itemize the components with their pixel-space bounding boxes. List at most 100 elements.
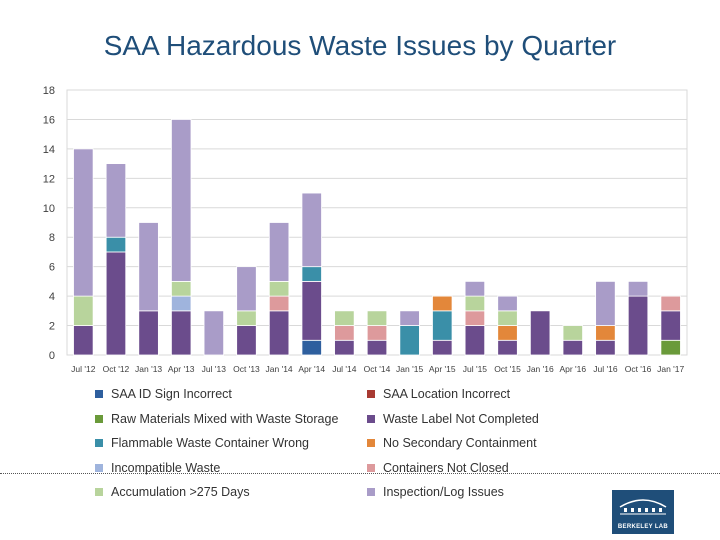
- bar-segment: [464, 310, 486, 326]
- legend-swatch: [367, 414, 375, 423]
- x-tick-label: Jan '13: [135, 364, 162, 374]
- bar-segment: [366, 325, 388, 341]
- bar-segment: [660, 339, 681, 356]
- legend-label: Inspection/Log Issues: [383, 485, 504, 499]
- bar-segment: [301, 280, 322, 341]
- bar-segment: [366, 310, 388, 326]
- y-tick-label: 14: [43, 144, 55, 156]
- bar-segment: [236, 266, 257, 312]
- bar-segment: [627, 280, 649, 297]
- bar-segment: [432, 310, 453, 341]
- legend-swatch: [95, 390, 103, 398]
- x-tick-label: Apr '15: [429, 364, 456, 374]
- x-tick-label: Oct '16: [625, 364, 652, 374]
- legend-label: SAA ID Sign Incorrect: [111, 387, 232, 401]
- x-tick-label: Jul '14: [332, 364, 357, 374]
- legend-label: SAA Location Incorrect: [383, 387, 511, 401]
- bar-segment: [301, 192, 322, 268]
- legend-item: Waste Label Not Completed: [367, 410, 539, 428]
- y-tick-label: 2: [49, 321, 55, 333]
- legend-label: Flammable Waste Container Wrong: [111, 436, 309, 450]
- legend-item: Inspection/Log Issues: [367, 483, 504, 501]
- bar-segment: [268, 222, 290, 282]
- y-tick-label: 10: [43, 203, 55, 215]
- bar-segment: [432, 339, 453, 356]
- bar-segment: [595, 325, 616, 341]
- bar-segment: [464, 280, 486, 297]
- bar-segment: [73, 148, 94, 297]
- bar-segment: [595, 339, 616, 356]
- bar-segment: [595, 280, 616, 326]
- legend-item: No Secondary Containment: [367, 434, 537, 452]
- y-tick-label: 16: [43, 114, 55, 126]
- legend-swatch: [367, 390, 375, 398]
- x-tick-label: Oct '15: [494, 364, 521, 374]
- legend-item: Flammable Waste Container Wrong: [95, 434, 309, 452]
- bar-segment: [366, 339, 388, 356]
- bar-segment: [268, 295, 290, 312]
- x-tick-label: Jan '15: [396, 364, 423, 374]
- legend-label: Waste Label Not Completed: [383, 411, 539, 426]
- y-tick-label: 18: [43, 85, 55, 97]
- bar-segment: [171, 119, 192, 282]
- bar-segment: [171, 295, 192, 312]
- bar-segment: [464, 325, 486, 356]
- legend-swatch: [95, 439, 103, 447]
- legend-item: Raw Materials Mixed with Waste Storage: [95, 410, 338, 428]
- bar-segment: [105, 236, 127, 253]
- lab-building-icon: [619, 499, 667, 515]
- bar-segment: [236, 310, 257, 326]
- legend-item: SAA Location Incorrect: [367, 385, 510, 403]
- legend-swatch: [367, 439, 375, 447]
- bar-segment: [497, 339, 518, 356]
- y-tick-label: 6: [49, 262, 55, 274]
- bar-segment: [236, 325, 257, 356]
- chart-area: 0 2 4 6 8 10 12 14 16 18 Jul '12 Oct '12 Jan '13 Apr …: [20, 80, 700, 480]
- bar-segment: [562, 325, 583, 341]
- bar-segment: [171, 310, 192, 356]
- y-tick-label: 0: [49, 350, 55, 362]
- stacked-bar-chart: 0 2 4 6 8 10 12 14 16 18 Jul '12 Oct '12 Jan '13 Apr …: [43, 85, 688, 374]
- bar-segment: [73, 325, 94, 356]
- x-tick-label: Oct '13: [233, 364, 260, 374]
- bar-segment: [562, 339, 583, 356]
- legend-swatch: [95, 488, 103, 496]
- bar-segment: [497, 310, 518, 326]
- x-tick-label: Jan '14: [266, 364, 293, 374]
- bar-segment: [432, 295, 453, 312]
- x-tick-label: Oct '14: [364, 364, 391, 374]
- bar-segment: [399, 310, 420, 326]
- divider: [0, 473, 720, 474]
- bar-segment: [627, 295, 649, 356]
- x-tick-label: Jul '12: [71, 364, 96, 374]
- legend-label: Raw Materials Mixed with Waste Storage: [111, 411, 339, 426]
- legend-label: Incompatible Waste: [111, 460, 221, 475]
- legend-swatch: [95, 414, 103, 423]
- x-tick-label: Oct '12: [103, 364, 130, 374]
- bar-segment: [301, 266, 322, 282]
- bar-segment: [203, 310, 225, 356]
- x-tick-label: Jan '17: [657, 364, 684, 374]
- bar-segment: [529, 310, 551, 356]
- bar-segment: [334, 325, 355, 341]
- x-tick-label: Jul '15: [463, 364, 488, 374]
- legend-item: Containers Not Closed: [367, 459, 509, 477]
- bar-segment: [399, 325, 420, 356]
- x-tick-label: Jul '13: [202, 364, 227, 374]
- x-tick-label: Apr '16: [559, 364, 586, 374]
- bar-segment: [138, 222, 159, 312]
- legend-label: Containers Not Closed: [383, 460, 509, 475]
- legend-swatch: [367, 488, 375, 496]
- legend-item: SAA ID Sign Incorrect: [95, 385, 232, 403]
- bar-segment: [334, 339, 355, 356]
- bar-segment: [660, 310, 681, 341]
- bar-segment: [268, 310, 290, 356]
- slide-title: SAA Hazardous Waste Issues by Quarter: [103, 30, 617, 61]
- x-tick-label: Apr '13: [168, 364, 195, 374]
- logo-text: BERKELEY LAB: [617, 524, 669, 530]
- legend-label: Accumulation >275 Days: [111, 485, 250, 499]
- legend-label: No Secondary Containment: [383, 436, 537, 450]
- bar-segment: [73, 295, 94, 326]
- y-tick-label: 8: [49, 232, 55, 244]
- legend-swatch: [367, 463, 375, 472]
